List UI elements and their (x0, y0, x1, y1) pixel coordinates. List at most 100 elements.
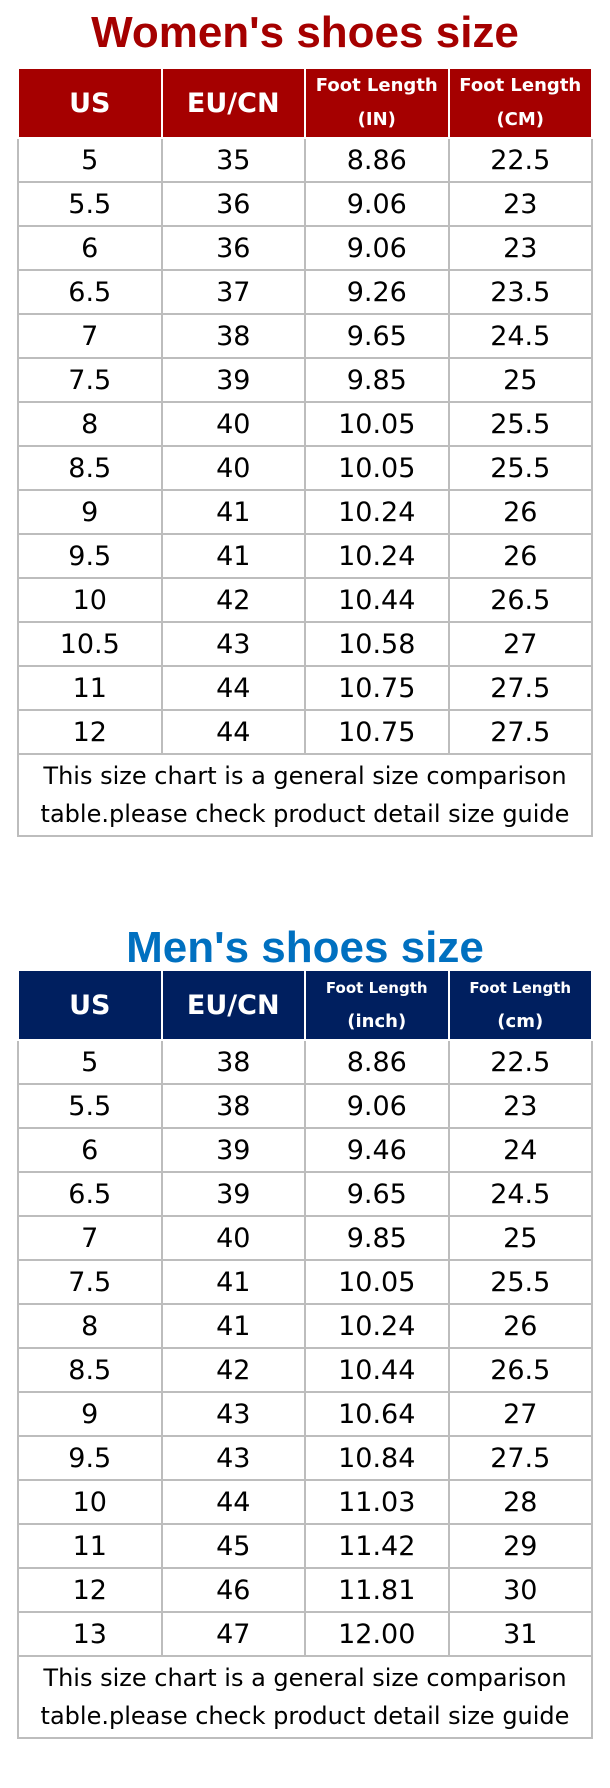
cell-eu-cn-size: 41 (160, 489, 306, 535)
table-row: 13 47 12.00 31 (17, 1611, 593, 1657)
header-row: US EU/CN Foot Length (inch) Foot Length (c… (17, 969, 593, 1041)
header-label: Foot Length (469, 979, 572, 997)
cell-foot-length-in: 9.26 (304, 269, 450, 315)
cell-eu-cn-size: 43 (160, 1391, 306, 1437)
cell-foot-length-in: 10.24 (304, 533, 450, 579)
cell-foot-length-cm: 31 (447, 1611, 593, 1657)
note-line: table.please check product detail size g… (40, 800, 570, 828)
table-row: 7 38 9.65 24.5 (17, 313, 593, 359)
cell-eu-cn-size: 44 (160, 1479, 306, 1525)
cell-foot-length-cm: 27.5 (447, 709, 593, 755)
table-row: 5 38 8.86 22.5 (17, 1039, 593, 1085)
header-eu-cn: EU/CN (160, 969, 306, 1041)
cell-us-size: 10.5 (17, 621, 163, 667)
cell-eu-cn-size: 40 (160, 445, 306, 491)
cell-foot-length-in: 10.44 (304, 577, 450, 623)
cell-us-size: 5.5 (17, 181, 163, 227)
table-row: 6.5 37 9.26 23.5 (17, 269, 593, 315)
table-row: 8.5 40 10.05 25.5 (17, 445, 593, 491)
cell-eu-cn-size: 44 (160, 665, 306, 711)
cell-foot-length-cm: 25 (447, 357, 593, 403)
cell-foot-length-in: 10.84 (304, 1435, 450, 1481)
cell-foot-length-in: 8.86 (304, 1039, 450, 1085)
header-foot-length-in: Foot Length (IN) (304, 67, 450, 139)
cell-eu-cn-size: 45 (160, 1523, 306, 1569)
cell-foot-length-in: 9.85 (304, 357, 450, 403)
table-row: 7.5 39 9.85 25 (17, 357, 593, 403)
cell-foot-length-in: 10.75 (304, 709, 450, 755)
cell-eu-cn-size: 43 (160, 1435, 306, 1481)
cell-foot-length-in: 10.05 (304, 1259, 450, 1305)
table-row: 8 40 10.05 25.5 (17, 401, 593, 447)
cell-eu-cn-size: 35 (160, 137, 306, 183)
cell-eu-cn-size: 42 (160, 1347, 306, 1393)
cell-eu-cn-size: 36 (160, 225, 306, 271)
table-row: 9.5 41 10.24 26 (17, 533, 593, 579)
header-label: Foot Length (315, 75, 438, 96)
cell-eu-cn-size: 40 (160, 1215, 306, 1261)
cell-foot-length-in: 10.24 (304, 489, 450, 535)
table-row: 10.5 43 10.58 27 (17, 621, 593, 667)
cell-foot-length-cm: 27.5 (447, 665, 593, 711)
header-eu-cn: EU/CN (160, 67, 306, 139)
cell-foot-length-in: 9.65 (304, 1171, 450, 1217)
cell-us-size: 8.5 (17, 1347, 163, 1393)
header-unit: (IN) (357, 109, 396, 130)
cell-eu-cn-size: 37 (160, 269, 306, 315)
cell-foot-length-cm: 25.5 (447, 1259, 593, 1305)
cell-eu-cn-size: 47 (160, 1611, 306, 1657)
table-row: 7.5 41 10.05 25.5 (17, 1259, 593, 1305)
cell-foot-length-cm: 25 (447, 1215, 593, 1261)
table-row: 8 41 10.24 26 (17, 1303, 593, 1349)
cell-foot-length-cm: 23 (447, 181, 593, 227)
cell-eu-cn-size: 41 (160, 1259, 306, 1305)
size-note: This size chart is a general size compar… (17, 753, 593, 837)
table-row: 12 46 11.81 30 (17, 1567, 593, 1613)
cell-us-size: 8 (17, 401, 163, 447)
table-row: 12 44 10.75 27.5 (17, 709, 593, 755)
header-unit: (cm) (497, 1011, 544, 1032)
table-row: 8.5 42 10.44 26.5 (17, 1347, 593, 1393)
header-label: Foot Length (325, 979, 428, 997)
cell-us-size: 9.5 (17, 533, 163, 579)
cell-foot-length-in: 9.85 (304, 1215, 450, 1261)
cell-us-size: 7.5 (17, 1259, 163, 1305)
header-row: US EU/CN Foot Length (IN) Foot Length (CM) (17, 67, 593, 139)
women-size-table: US EU/CN Foot Length (IN) Foot Length (CM)… (17, 67, 593, 837)
cell-foot-length-in: 9.06 (304, 225, 450, 271)
cell-foot-length-in: 9.06 (304, 181, 450, 227)
cell-us-size: 9 (17, 489, 163, 535)
cell-eu-cn-size: 38 (160, 1083, 306, 1129)
cell-foot-length-in: 11.03 (304, 1479, 450, 1525)
cell-foot-length-cm: 23 (447, 225, 593, 271)
cell-us-size: 5 (17, 1039, 163, 1085)
cell-foot-length-in: 10.75 (304, 665, 450, 711)
women-size-title: Women's shoes size (91, 8, 519, 57)
table-row: 10 42 10.44 26.5 (17, 577, 593, 623)
cell-foot-length-cm: 26 (447, 1303, 593, 1349)
cell-us-size: 6 (17, 1127, 163, 1173)
note-row: This size chart is a general size compar… (17, 1655, 593, 1739)
table-row: 10 44 11.03 28 (17, 1479, 593, 1525)
cell-foot-length-cm: 25.5 (447, 401, 593, 447)
table-row: 5.5 38 9.06 23 (17, 1083, 593, 1129)
cell-eu-cn-size: 46 (160, 1567, 306, 1613)
table-row: 5 35 8.86 22.5 (17, 137, 593, 183)
note-line: This size chart is a general size compar… (43, 762, 567, 790)
header-label: Foot Length (459, 75, 582, 96)
cell-us-size: 10 (17, 577, 163, 623)
cell-us-size: 12 (17, 1567, 163, 1613)
cell-eu-cn-size: 36 (160, 181, 306, 227)
cell-us-size: 6.5 (17, 1171, 163, 1217)
cell-us-size: 6.5 (17, 269, 163, 315)
cell-foot-length-cm: 25.5 (447, 445, 593, 491)
cell-foot-length-in: 10.05 (304, 445, 450, 491)
cell-eu-cn-size: 44 (160, 709, 306, 755)
cell-us-size: 13 (17, 1611, 163, 1657)
cell-eu-cn-size: 40 (160, 401, 306, 447)
header-foot-length-inch: Foot Length (inch) (304, 969, 450, 1041)
cell-us-size: 9.5 (17, 1435, 163, 1481)
cell-eu-cn-size: 39 (160, 1171, 306, 1217)
table-row: 9 41 10.24 26 (17, 489, 593, 535)
cell-foot-length-cm: 28 (447, 1479, 593, 1525)
